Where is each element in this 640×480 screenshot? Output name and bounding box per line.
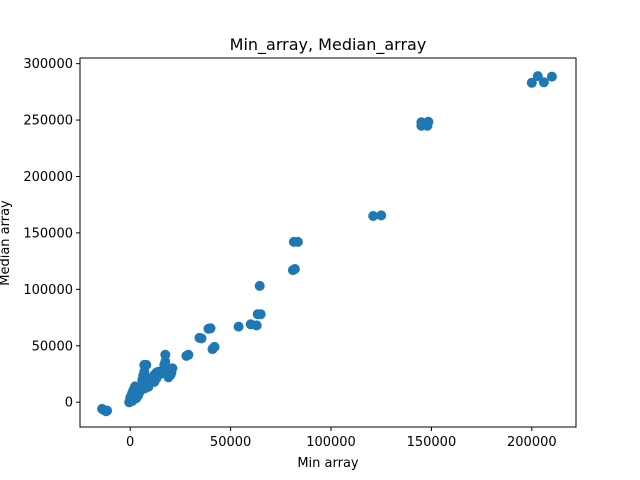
data-point	[546, 71, 557, 82]
y-tick-label: 150000	[23, 226, 73, 241]
data-point	[160, 349, 171, 360]
data-point	[251, 320, 262, 331]
x-tick-label: 200000	[507, 435, 557, 450]
data-point	[532, 71, 543, 82]
data-point	[166, 367, 177, 378]
data-point	[255, 309, 266, 320]
y-tick-label: 300000	[23, 57, 73, 72]
data-point	[151, 373, 162, 384]
data-point	[196, 333, 207, 344]
y-tick-label: 50000	[32, 339, 73, 354]
data-point	[233, 321, 244, 332]
data-point	[289, 264, 300, 274]
y-tick-label: 250000	[23, 114, 73, 129]
data-point	[423, 116, 434, 127]
data-point	[141, 359, 152, 370]
x-axis-ticks: 0 50000 100000 150000 200000	[126, 427, 557, 450]
data-point	[292, 236, 303, 247]
x-tick-label: 0	[126, 435, 134, 450]
data-point	[254, 280, 265, 291]
y-axis-ticks: 0 50000 100000 150000 200000 250000 300000	[23, 57, 80, 411]
data-point	[131, 393, 142, 404]
data-point	[102, 405, 113, 416]
y-tick-label: 200000	[23, 170, 73, 185]
chart-title: Min_array, Median_array	[230, 35, 427, 55]
data-point	[368, 211, 379, 221]
data-point	[376, 210, 387, 221]
data-points	[97, 71, 557, 417]
data-point	[526, 77, 537, 88]
x-tick-label: 50000	[210, 435, 251, 450]
y-tick-label: 100000	[23, 283, 73, 298]
x-axis-label: Min array	[297, 456, 359, 471]
data-point	[205, 323, 216, 334]
data-point	[183, 349, 194, 360]
plot-frame	[79, 57, 577, 428]
y-tick-label: 0	[65, 396, 73, 411]
data-point	[209, 341, 220, 352]
y-axis-label: Median array	[0, 200, 13, 286]
x-tick-label: 100000	[306, 435, 356, 450]
x-tick-label: 150000	[407, 435, 457, 450]
data-point	[538, 77, 549, 88]
